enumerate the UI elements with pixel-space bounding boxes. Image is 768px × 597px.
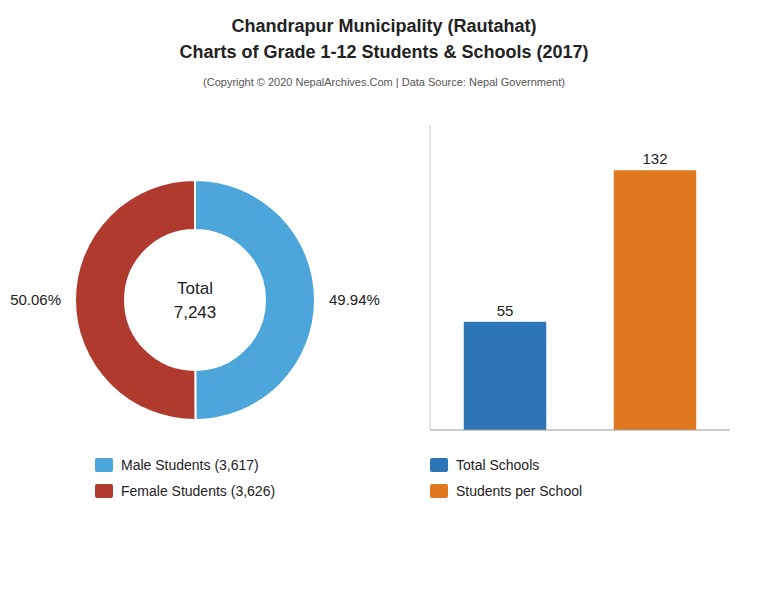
center-text: 7,243: [174, 303, 217, 322]
legend: Male Students (3,617) Female Students (3,…: [95, 457, 275, 499]
legend-swatch: [95, 458, 113, 472]
legend-label: Male Students (3,617): [121, 457, 259, 473]
donut-slice: [195, 180, 315, 420]
data-label: 50.06%: [10, 291, 61, 308]
legend-swatch: [430, 484, 448, 498]
title: Chandrapur Municipality (Rautahat): [231, 16, 536, 36]
legend-swatch: [95, 484, 113, 498]
data-label: 49.94%: [329, 291, 380, 308]
legend-label: Students per School: [456, 483, 582, 499]
legend-label: Female Students (3,626): [121, 483, 275, 499]
legend-swatch: [430, 458, 448, 472]
bar: [614, 170, 697, 430]
legend: Total Schools Students per School: [430, 457, 582, 499]
bars: [464, 170, 697, 430]
bar: [464, 322, 547, 430]
data-label: 55: [497, 302, 514, 319]
data-label: 132: [642, 150, 667, 167]
bar-chart: 55 132 Total Schools Students per School: [430, 125, 730, 499]
x-axis-line: [430, 430, 730, 431]
donut-slice: [75, 180, 195, 420]
background: [0, 0, 768, 597]
y-axis-line: [430, 125, 431, 430]
chart-root: Chandrapur Municipality (Rautahat) Charts…: [0, 0, 768, 597]
donut-chart: 49.94% 50.06% Total 7,243 Male Students (3,6…: [10, 180, 380, 499]
title: Charts of Grade 1-12 Students & Schools …: [179, 42, 588, 62]
subtitle: (Copyright © 2020 NepalArchives.Com | Da…: [203, 76, 565, 88]
slices: [75, 180, 315, 420]
legend-label: Total Schools: [456, 457, 539, 473]
center-text: Total: [177, 279, 213, 298]
